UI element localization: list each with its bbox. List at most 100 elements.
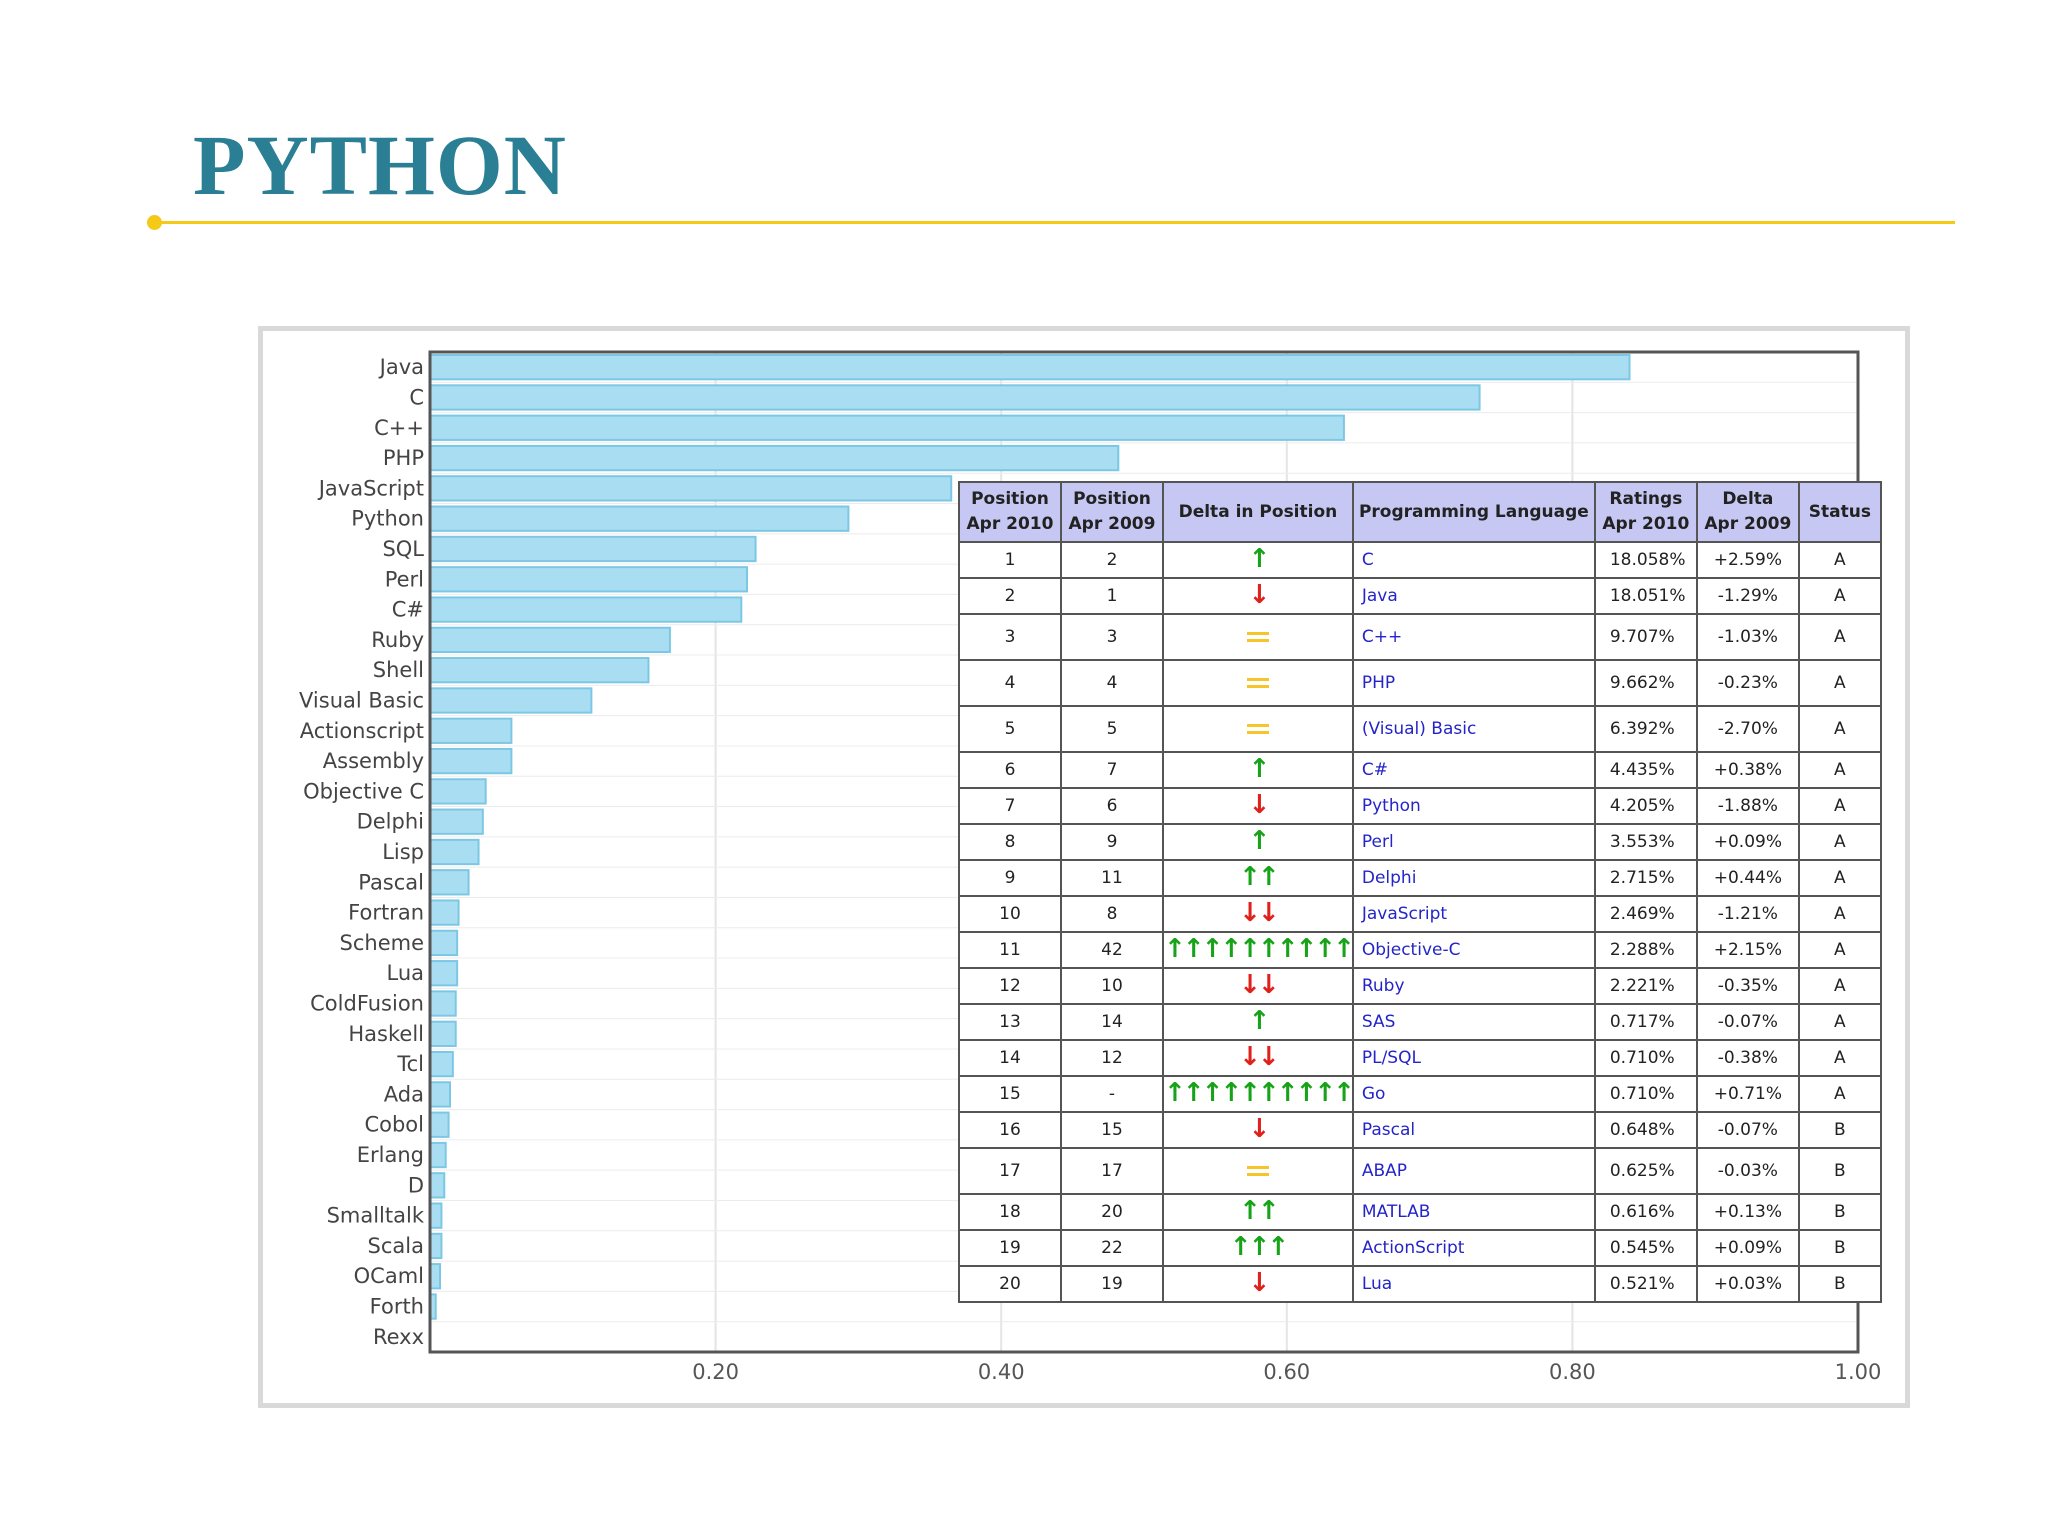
cell-status: A — [1797, 705, 1882, 753]
arrow-down-icon: ↓ — [1248, 1268, 1271, 1298]
category-label: Ada — [384, 1082, 424, 1106]
category-label: C++ — [374, 416, 424, 440]
ranking-table: Position Apr 2010 Position Apr 2009 Delta in… — [958, 481, 1882, 1303]
category-label: Smalltalk — [327, 1204, 425, 1228]
cell-language[interactable]: Perl — [1351, 823, 1596, 861]
cell-language[interactable]: SAS — [1351, 1003, 1596, 1041]
arrow-down-icon: ↓↓ — [1239, 1042, 1280, 1072]
cell-language[interactable]: C++ — [1351, 613, 1596, 661]
bar-lua — [429, 960, 459, 987]
cell-language[interactable]: Ruby — [1351, 967, 1596, 1005]
cell-pos2009: 15 — [1060, 1111, 1164, 1149]
cell-status: A — [1797, 895, 1882, 933]
cell-language[interactable]: JavaScript — [1351, 895, 1596, 933]
equal-icon — [1246, 678, 1269, 688]
x-tick-label: 0.20 — [692, 1360, 739, 1384]
cell-language[interactable]: ActionScript — [1351, 1229, 1596, 1267]
cell-pos2010: 14 — [958, 1039, 1062, 1077]
cell-language[interactable]: ABAP — [1351, 1147, 1596, 1195]
category-label: Visual Basic — [299, 688, 424, 712]
category-label: JavaScript — [317, 476, 424, 500]
category-label: Perl — [385, 567, 424, 591]
cell-pos2009: 14 — [1060, 1003, 1164, 1041]
column-header: Status — [1797, 481, 1882, 543]
arrow-up-icon: ↑ — [1248, 826, 1271, 856]
cell-pos2010: 13 — [958, 1003, 1062, 1041]
title-rule — [155, 221, 1955, 224]
table-row: 7 6 ↓ Python 4.205% -1.88% A — [958, 787, 1882, 825]
bar-python — [429, 505, 850, 532]
bar-delphi — [429, 808, 484, 835]
bar-php — [429, 444, 1120, 472]
category-label: Erlang — [357, 1143, 424, 1167]
bar-smalltalk — [429, 1202, 443, 1229]
cell-rating: 0.710% — [1593, 1039, 1698, 1077]
cell-language[interactable]: PL/SQL — [1351, 1039, 1596, 1077]
cell-status: B — [1797, 1111, 1882, 1149]
delta-same-icon — [1162, 613, 1354, 661]
cell-change: -2.70% — [1695, 705, 1800, 753]
bar-c- — [429, 414, 1345, 441]
bar-javascript — [429, 475, 953, 502]
column-header: Ratings Apr 2010 — [1593, 481, 1698, 543]
cell-pos2009: 19 — [1060, 1265, 1164, 1303]
cell-pos2010: 19 — [958, 1229, 1062, 1267]
cell-language[interactable]: Delphi — [1351, 859, 1596, 897]
x-tick-label: 0.80 — [1549, 1360, 1596, 1384]
cell-change: -1.21% — [1695, 895, 1800, 933]
cell-language[interactable]: C# — [1351, 751, 1596, 789]
cell-change: -1.88% — [1695, 787, 1800, 825]
cell-pos2010: 5 — [958, 705, 1062, 753]
cell-language[interactable]: Python — [1351, 787, 1596, 825]
bar-scheme — [429, 929, 459, 957]
bar-sql — [429, 535, 757, 563]
cell-change: -1.29% — [1695, 577, 1800, 615]
delta-up-icon: ↑↑↑↑↑↑↑↑↑↑ — [1162, 1075, 1355, 1113]
cell-language[interactable]: PHP — [1351, 659, 1596, 707]
cell-pos2010: 3 — [958, 613, 1062, 661]
delta-down-icon: ↓ — [1162, 787, 1354, 825]
cell-language[interactable]: Objective-C — [1351, 931, 1596, 969]
bar-shell — [429, 657, 650, 684]
cell-language[interactable]: Lua — [1351, 1265, 1596, 1303]
bar-perl — [429, 566, 749, 593]
bar-ada — [429, 1081, 451, 1108]
delta-down-icon: ↓↓ — [1162, 967, 1354, 1005]
cell-language[interactable]: Go — [1351, 1075, 1596, 1113]
cell-change: +0.71% — [1695, 1075, 1800, 1113]
equal-icon — [1246, 1166, 1269, 1176]
cell-language[interactable]: (Visual) Basic — [1351, 705, 1596, 753]
column-header-text: Delta — [1722, 489, 1774, 509]
cell-change: +0.03% — [1695, 1265, 1800, 1303]
delta-up-icon: ↑↑↑↑↑↑↑↑↑↑ — [1162, 931, 1355, 969]
bar-fortran — [429, 899, 460, 926]
cell-change: -0.03% — [1695, 1147, 1800, 1195]
cell-rating: 18.058% — [1593, 541, 1698, 579]
table-row: 15- ↑↑↑↑↑↑↑↑↑↑ Go 0.710% +0.71% A — [958, 1075, 1882, 1113]
cell-status: A — [1797, 577, 1882, 615]
cell-language[interactable]: Java — [1351, 577, 1596, 615]
table-row: 3 3 C++ 9.707% -1.03% A — [958, 613, 1882, 661]
cell-status: A — [1797, 541, 1882, 579]
table-row: 9 11 ↑↑ Delphi 2.715% +0.44% A — [958, 859, 1882, 897]
category-label: PHP — [383, 446, 424, 470]
cell-language[interactable]: Pascal — [1351, 1111, 1596, 1149]
category-label: Delphi — [357, 810, 424, 834]
cell-status: A — [1797, 1039, 1882, 1077]
cell-status: B — [1797, 1229, 1882, 1267]
delta-down-icon: ↓ — [1162, 1265, 1354, 1303]
cell-rating: 0.710% — [1593, 1075, 1698, 1113]
column-header-text: Apr 2010 — [1602, 514, 1690, 534]
cell-rating: 18.051% — [1593, 577, 1698, 615]
cell-language[interactable]: MATLAB — [1351, 1193, 1596, 1231]
bar-visual-basic — [429, 687, 593, 714]
cell-rating: 2.221% — [1593, 967, 1698, 1005]
cell-language[interactable]: C — [1351, 541, 1596, 579]
cell-pos2010: 17 — [958, 1147, 1062, 1195]
bar-c — [429, 384, 1481, 411]
cell-rating: 0.545% — [1593, 1229, 1698, 1267]
cell-status: A — [1797, 859, 1882, 897]
delta-down-icon: ↓ — [1162, 577, 1354, 615]
cell-pos2009: 17 — [1060, 1147, 1164, 1195]
table-row: 8 9 ↑ Perl 3.553% +0.09% A — [958, 823, 1882, 861]
